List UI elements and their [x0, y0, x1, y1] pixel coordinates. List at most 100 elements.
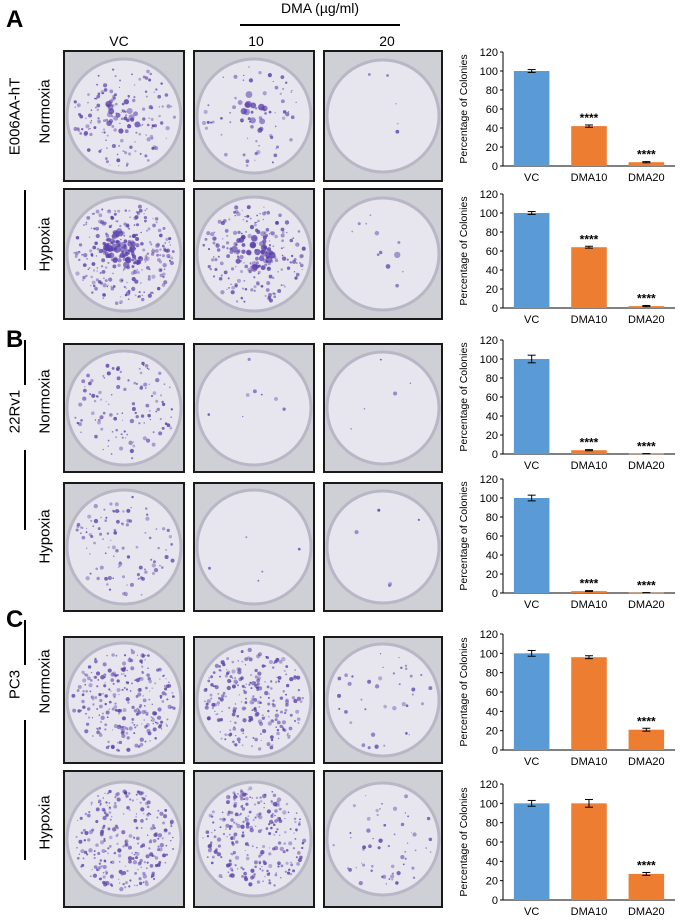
bar-vc	[513, 213, 550, 308]
x-tick-label: DMA20	[628, 460, 665, 472]
bar-dma10	[571, 450, 607, 454]
dish-well	[325, 58, 441, 174]
dish-photo	[193, 770, 315, 908]
significance-label: ****	[637, 579, 656, 593]
y-tick-label: 120	[480, 47, 498, 59]
y-tick-label: 80	[486, 373, 498, 385]
y-tick-label: 20	[486, 284, 498, 296]
y-tick-label: 100	[480, 66, 498, 78]
bar-chart-c-normoxia: Percentage of Colonies 0 20 40 60 80 100 120 VC D…	[458, 629, 675, 768]
bar-dma10	[571, 247, 607, 308]
y-tick-label: 0	[492, 303, 498, 315]
x-tick-label: DMA20	[628, 906, 665, 918]
dish-well	[195, 780, 313, 898]
cell-line-label-c: PC3	[6, 669, 24, 700]
dish-well	[65, 349, 183, 467]
bar-dma10	[571, 803, 607, 900]
y-tick-label: 20	[486, 569, 498, 581]
y-axis-label: Percentage of Colonies	[458, 54, 470, 163]
bar-vc	[513, 653, 550, 750]
dish-well	[65, 195, 183, 313]
y-tick-label: 0	[492, 161, 498, 173]
y-tick-label: 80	[486, 227, 498, 239]
x-tick-label: DMA10	[571, 756, 608, 768]
y-tick-label: 120	[480, 474, 498, 486]
bar-vc	[513, 359, 550, 454]
dish-photo	[193, 636, 315, 764]
cell-line-bracket-b-top	[24, 340, 26, 385]
x-tick-label: DMA10	[571, 314, 608, 326]
row-label-b-normoxia: Normoxia	[36, 369, 54, 434]
y-tick-label: 80	[486, 85, 498, 97]
treatment-label: DMA (µg/ml)	[280, 0, 360, 16]
x-tick-label: DMA10	[571, 599, 608, 611]
y-tick-label: 100	[480, 208, 498, 220]
y-tick-label: 40	[486, 123, 498, 135]
x-tick-label: VC	[524, 460, 539, 472]
dish-photo	[323, 482, 443, 612]
y-tick-label: 40	[486, 265, 498, 277]
dish-photo	[323, 188, 443, 320]
significance-label: ****	[580, 111, 599, 125]
dish-well	[65, 57, 183, 175]
y-tick-label: 40	[486, 706, 498, 718]
x-tick-label: VC	[524, 314, 539, 326]
bar-dma10	[571, 126, 607, 166]
column-label-vc: VC	[109, 33, 129, 49]
cell-line-label-a: E006AA-hT	[6, 77, 24, 156]
y-axis-label: Percentage of Colonies	[458, 342, 470, 451]
dish-well	[195, 349, 313, 467]
row-label-c-hypoxia: Hypoxia	[36, 795, 54, 850]
y-tick-label: 80	[486, 668, 498, 680]
dish-well	[65, 488, 183, 606]
significance-label: ****	[580, 232, 599, 246]
x-tick-label: DMA20	[628, 172, 665, 184]
cell-line-bracket-a	[24, 190, 26, 270]
y-tick-label: 120	[480, 779, 498, 791]
row-label-c-normoxia: Normoxia	[36, 649, 54, 714]
panel-letter-c: C	[6, 606, 24, 633]
y-tick-label: 60	[486, 246, 498, 258]
row-label-b-hypoxia: Hypoxia	[36, 509, 54, 564]
dish-photo	[63, 50, 185, 182]
bar-vc	[513, 498, 550, 593]
dish-photo	[63, 770, 185, 908]
row-label-a-normoxia: Normoxia	[36, 79, 54, 144]
significance-label: ****	[637, 148, 656, 162]
dish-photo	[323, 343, 443, 473]
significance-label: ****	[580, 577, 599, 591]
bar-dma20	[628, 162, 665, 166]
significance-label: ****	[580, 436, 599, 450]
dish-photo	[323, 50, 443, 182]
cell-line-bracket-c-top	[24, 620, 26, 665]
bar-vc	[513, 71, 550, 166]
dish-photo	[193, 50, 315, 182]
bar-chart-a-normoxia: Percentage of Colonies 0 20 40 60 80 100 120 VC *…	[458, 47, 675, 184]
x-tick-label: DMA10	[571, 460, 608, 472]
column-label-20: 20	[379, 33, 395, 49]
y-tick-label: 20	[486, 726, 498, 738]
y-tick-label: 0	[492, 449, 498, 461]
dish-well	[325, 196, 441, 312]
dish-well	[325, 350, 441, 466]
bar-chart-b-hypoxia: Percentage of Colonies 0 20 40 60 80 100 120 VC *…	[458, 474, 675, 611]
significance-label: ****	[637, 858, 656, 872]
dish-well	[65, 780, 183, 898]
significance-label: ****	[637, 440, 656, 454]
y-tick-label: 20	[486, 142, 498, 154]
bar-dma20	[628, 729, 665, 750]
bar-dma20	[628, 873, 665, 900]
x-tick-label: DMA10	[571, 172, 608, 184]
panel-letter-a: A	[6, 6, 24, 33]
x-tick-label: VC	[524, 599, 539, 611]
dish-photo	[63, 343, 185, 473]
dish-well	[325, 489, 441, 605]
y-tick-label: 0	[492, 745, 498, 757]
dish-photo	[193, 482, 315, 612]
significance-label: ****	[637, 714, 656, 728]
y-tick-label: 60	[486, 104, 498, 116]
y-axis-label: Percentage of Colonies	[458, 481, 470, 590]
y-tick-label: 60	[486, 392, 498, 404]
y-tick-label: 20	[486, 876, 498, 888]
y-tick-label: 40	[486, 550, 498, 562]
